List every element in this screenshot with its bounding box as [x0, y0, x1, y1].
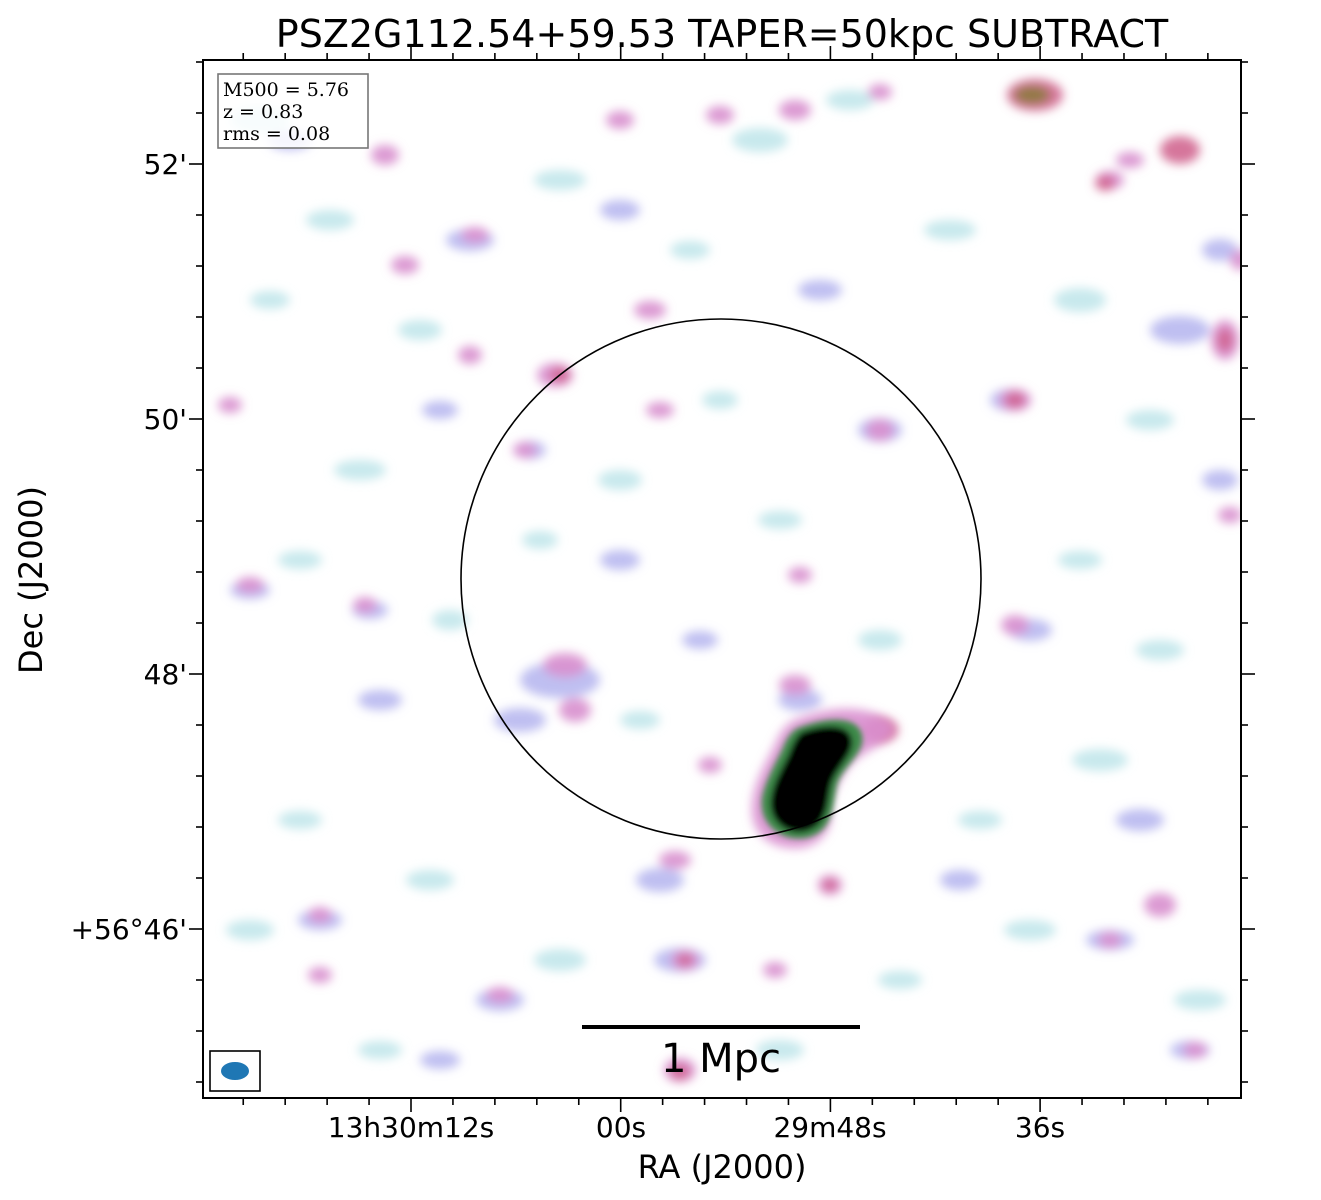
scale-bar: 1 Mpc	[582, 1025, 860, 1082]
info-rms: rms = 0.08	[223, 123, 330, 145]
scale-bar-label: 1 Mpc	[661, 1036, 781, 1082]
x-tick-label-13h30m12s: 13h30m12s	[328, 1111, 495, 1144]
x-tick-label-29m48s: 29m48s	[773, 1111, 886, 1144]
y-axis-label: Dec (J2000)	[12, 486, 50, 674]
y-tick-label-50: 50'	[144, 403, 187, 436]
figure-title: PSZ2G112.54+59.53 TAPER=50kpc SUBTRACT	[276, 12, 1169, 56]
y-tick-label-52: 52'	[144, 148, 187, 181]
plot-frame	[202, 59, 1242, 1099]
y-tick-label-46: +56°46'	[71, 913, 187, 946]
beam-ellipse	[221, 1062, 249, 1080]
bright-radio-source	[752, 708, 895, 849]
x-tick-label-36s: 36s	[1015, 1111, 1065, 1144]
axis-ticks	[189, 46, 1255, 1112]
emission-image	[218, 79, 1241, 1082]
plot-background	[203, 60, 1241, 1098]
beam-indicator	[209, 1050, 261, 1092]
x-tick-label-00s: 00s	[596, 1111, 646, 1144]
info-redshift: z = 0.83	[223, 101, 303, 123]
x-axis-label: RA (J2000)	[638, 1148, 807, 1186]
y-tick-label-48: 48'	[144, 658, 187, 691]
info-m500: M500 = 5.76	[223, 79, 349, 101]
info-box: M500 = 5.76 z = 0.83 rms = 0.08	[217, 73, 369, 149]
r500-circle	[460, 318, 982, 840]
